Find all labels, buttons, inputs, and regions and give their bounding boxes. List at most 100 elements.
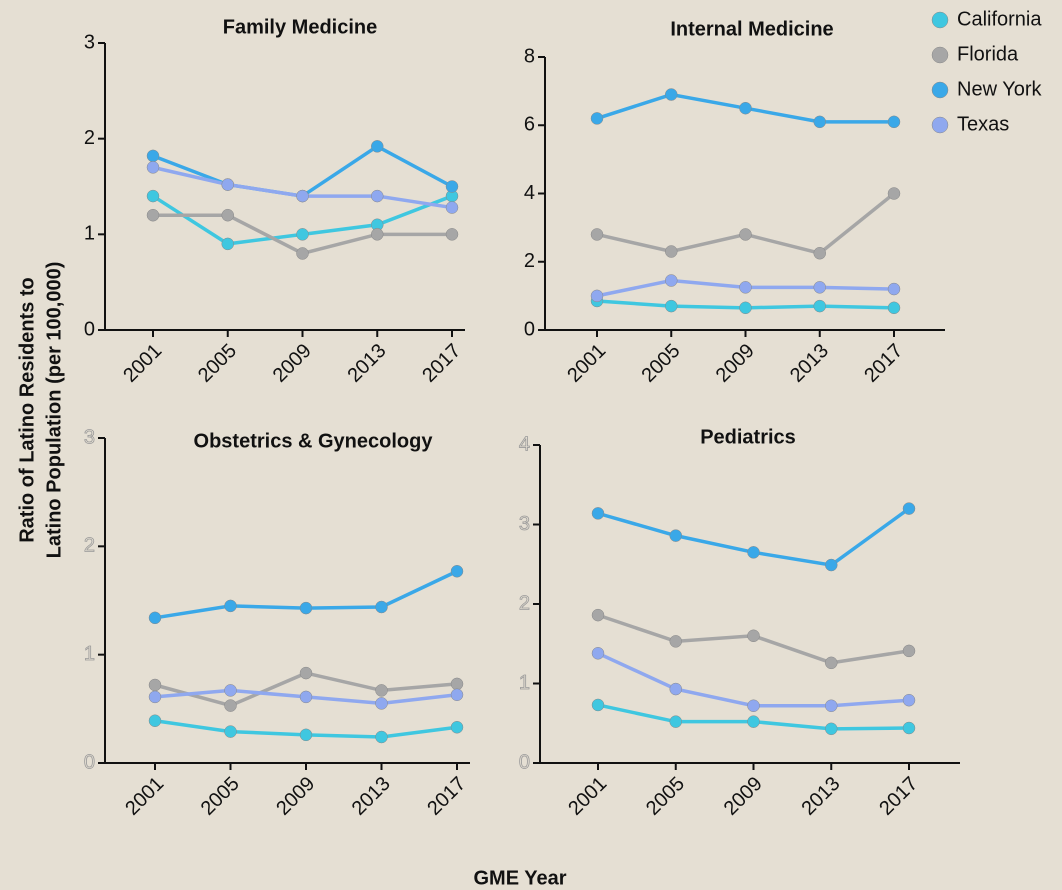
- data-point: [825, 722, 838, 736]
- data-point: [221, 237, 234, 251]
- data-point: [747, 699, 760, 713]
- legend-label: New York: [957, 78, 1042, 100]
- data-point: [887, 301, 901, 315]
- data-point: [665, 245, 678, 258]
- y-tick-label: 3: [84, 31, 95, 53]
- data-point: [371, 189, 384, 203]
- y-axis-label: Latino Population (per 100,000): [43, 262, 65, 559]
- x-axis-label: GME Year: [473, 867, 566, 889]
- x-tick-label: 2005: [637, 340, 684, 387]
- y-tick-label: 4: [519, 433, 530, 455]
- data-point: [825, 558, 838, 572]
- x-tick-label: 2013: [348, 773, 395, 820]
- data-point: [739, 101, 752, 115]
- data-point: [445, 180, 459, 193]
- data-point: [221, 208, 234, 222]
- data-point: [747, 715, 760, 728]
- data-point: [591, 647, 605, 660]
- data-point: [445, 201, 459, 214]
- data-point: [669, 529, 682, 542]
- data-point: [371, 228, 384, 241]
- data-point: [299, 728, 313, 742]
- y-tick-label: 2: [519, 592, 530, 614]
- data-point: [445, 228, 459, 241]
- y-tick-label: 0: [84, 318, 95, 340]
- data-point: [148, 690, 162, 704]
- data-point: [887, 187, 901, 200]
- legend-label: Texas: [957, 113, 1009, 135]
- data-point: [590, 228, 604, 241]
- data-point: [825, 699, 838, 713]
- x-tick-label: 2001: [121, 773, 168, 820]
- y-tick-label: 0: [84, 751, 95, 773]
- y-tick-label: 0: [524, 318, 535, 340]
- data-point: [148, 678, 162, 692]
- data-point: [665, 88, 678, 101]
- x-tick-label: 2017: [860, 340, 907, 387]
- data-point: [450, 677, 464, 691]
- legend-marker: [931, 11, 949, 29]
- y-tick-label: 3: [84, 426, 95, 448]
- data-point: [669, 682, 682, 696]
- data-point: [813, 246, 826, 260]
- data-point: [669, 715, 682, 728]
- data-point: [739, 228, 752, 241]
- data-point: [591, 507, 605, 520]
- legend-marker: [931, 81, 949, 99]
- x-tick-label: 2013: [343, 340, 390, 387]
- data-point: [296, 189, 309, 203]
- data-point: [450, 688, 464, 701]
- legend-label: Florida: [957, 43, 1019, 65]
- y-tick-label: 0: [519, 751, 530, 773]
- y-tick-label: 2: [84, 535, 95, 557]
- data-point: [747, 546, 760, 559]
- y-tick-label: 2: [84, 127, 95, 149]
- data-point: [739, 301, 752, 315]
- legend-label: California: [957, 8, 1042, 30]
- y-tick-label: 3: [519, 513, 530, 535]
- data-point: [148, 714, 162, 727]
- data-point: [902, 502, 916, 515]
- chart-title: Family Medicine: [223, 16, 378, 38]
- legend-marker: [931, 46, 949, 64]
- data-point: [296, 247, 309, 260]
- x-tick-label: 2009: [269, 340, 316, 387]
- data-point: [813, 281, 826, 294]
- x-tick-label: 2005: [642, 773, 689, 820]
- data-point: [299, 666, 313, 680]
- x-tick-label: 2005: [197, 773, 244, 820]
- data-point: [665, 274, 678, 287]
- data-point: [375, 684, 388, 697]
- data-point: [450, 721, 464, 734]
- x-tick-label: 2013: [797, 773, 844, 820]
- data-point: [375, 600, 388, 614]
- series-line: [596, 192, 896, 256]
- data-point: [375, 697, 388, 710]
- y-axis-label: Ratio of Latino Residents to: [16, 277, 38, 543]
- y-tick-label: 4: [524, 182, 535, 204]
- data-point: [224, 599, 237, 613]
- data-point: [591, 698, 605, 712]
- data-point: [825, 656, 838, 670]
- data-point: [371, 140, 384, 153]
- data-point: [299, 690, 313, 704]
- data-point: [146, 149, 160, 163]
- chart-title: Obstetrics & Gynecology: [194, 430, 434, 452]
- data-point: [669, 635, 682, 648]
- x-tick-label: 2017: [423, 773, 470, 820]
- data-point: [224, 699, 237, 712]
- x-tick-label: 2013: [786, 340, 833, 387]
- y-tick-label: 2: [524, 250, 535, 272]
- x-tick-label: 2009: [712, 340, 759, 387]
- data-point: [450, 565, 464, 578]
- data-point: [739, 281, 752, 294]
- data-point: [665, 299, 678, 313]
- data-point: [902, 644, 916, 658]
- y-tick-label: 1: [84, 643, 95, 665]
- data-point: [299, 601, 313, 615]
- data-point: [902, 693, 916, 707]
- data-point: [813, 115, 826, 129]
- data-point: [224, 684, 237, 697]
- data-point: [813, 299, 826, 313]
